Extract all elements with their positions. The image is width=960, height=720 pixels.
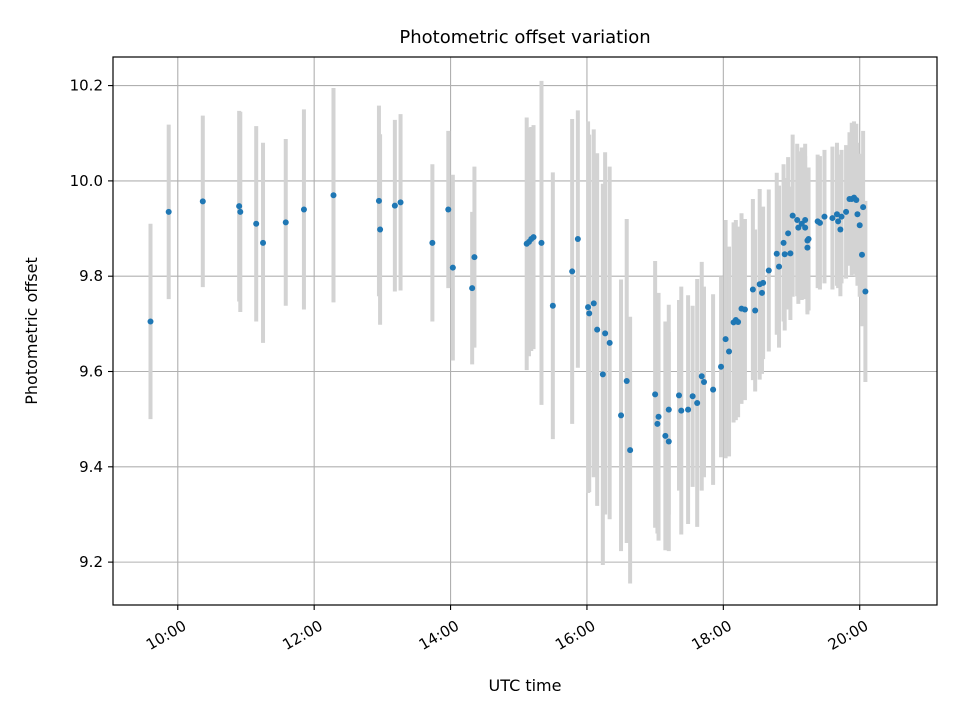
data-point — [765, 267, 772, 274]
y-tick-label: 10.2 — [70, 77, 103, 95]
y-axis-ticks: 9.2 9.4 9.6 9.8 10.0 10.2 — [70, 77, 113, 571]
data-point — [282, 219, 289, 226]
data-point — [816, 219, 823, 226]
data-points — [147, 192, 869, 454]
data-point — [773, 250, 780, 257]
data-point — [821, 213, 828, 220]
data-point — [391, 202, 398, 209]
data-point — [862, 288, 869, 295]
data-point — [618, 412, 625, 419]
data-point — [377, 226, 384, 233]
data-point — [794, 216, 801, 223]
data-point — [776, 263, 783, 270]
data-point — [726, 348, 733, 355]
data-point — [789, 212, 796, 219]
data-point — [829, 215, 836, 222]
data-point — [569, 268, 576, 275]
data-point — [802, 224, 809, 231]
data-point — [787, 250, 794, 257]
data-point — [594, 326, 601, 333]
data-point — [805, 236, 812, 243]
data-point — [147, 318, 154, 325]
data-point — [585, 304, 592, 311]
data-point — [758, 289, 765, 296]
plot-frame — [112, 56, 938, 606]
data-point — [449, 264, 456, 271]
data-point — [752, 307, 759, 314]
data-point — [654, 420, 661, 427]
y-axis-label: Photometric offset — [22, 257, 41, 405]
data-point — [749, 286, 756, 293]
data-point — [549, 302, 556, 309]
data-point — [722, 336, 729, 343]
data-point — [199, 198, 206, 205]
y-tick-label: 9.4 — [79, 458, 103, 476]
data-point — [599, 371, 606, 378]
data-point — [735, 318, 742, 325]
data-point — [785, 230, 792, 237]
data-point — [698, 373, 705, 380]
data-point — [854, 211, 861, 218]
data-point — [710, 386, 717, 393]
data-point — [237, 208, 244, 215]
data-point — [694, 399, 701, 406]
data-point — [689, 393, 696, 400]
data-point — [837, 226, 844, 233]
data-point — [627, 447, 634, 454]
data-point — [445, 206, 452, 213]
data-point — [676, 392, 683, 399]
y-tick-label: 9.8 — [79, 267, 103, 285]
data-point — [662, 432, 669, 439]
data-point — [375, 197, 382, 204]
data-point — [802, 216, 809, 223]
data-point — [760, 279, 767, 286]
data-point — [397, 199, 404, 206]
data-point — [165, 208, 172, 215]
data-point — [590, 300, 597, 307]
data-point — [860, 204, 867, 211]
data-point — [652, 391, 659, 398]
data-point — [685, 406, 692, 413]
data-point — [856, 222, 863, 229]
data-point — [780, 239, 787, 246]
data-point — [718, 363, 725, 370]
y-tick-label: 9.6 — [79, 363, 103, 381]
data-point — [253, 220, 260, 227]
data-point — [835, 218, 842, 225]
data-point — [838, 213, 845, 220]
chart-title: Photometric offset variation — [399, 27, 650, 48]
data-point — [665, 406, 672, 413]
data-point — [741, 306, 748, 313]
data-point — [330, 192, 337, 199]
data-point — [530, 234, 537, 241]
data-point — [678, 407, 685, 414]
data-point — [538, 239, 545, 246]
data-point — [665, 438, 672, 445]
data-point — [655, 413, 662, 420]
data-point — [574, 236, 581, 243]
data-point — [471, 254, 478, 261]
data-point — [429, 239, 436, 246]
data-point — [804, 244, 811, 251]
data-point — [469, 285, 476, 292]
data-point — [858, 251, 865, 258]
data-point — [623, 378, 630, 385]
y-tick-label: 10.0 — [70, 172, 103, 190]
data-point — [701, 378, 708, 385]
data-point — [606, 339, 613, 346]
y-tick-label: 9.2 — [79, 553, 103, 571]
data-point — [602, 330, 609, 337]
data-point — [260, 239, 267, 246]
data-point — [781, 251, 788, 258]
data-point — [833, 211, 840, 218]
data-point — [853, 196, 860, 203]
x-axis-label: UTC time — [489, 676, 562, 695]
data-point — [843, 208, 850, 215]
data-point — [586, 310, 593, 317]
data-point — [236, 203, 243, 210]
data-point — [300, 206, 307, 213]
